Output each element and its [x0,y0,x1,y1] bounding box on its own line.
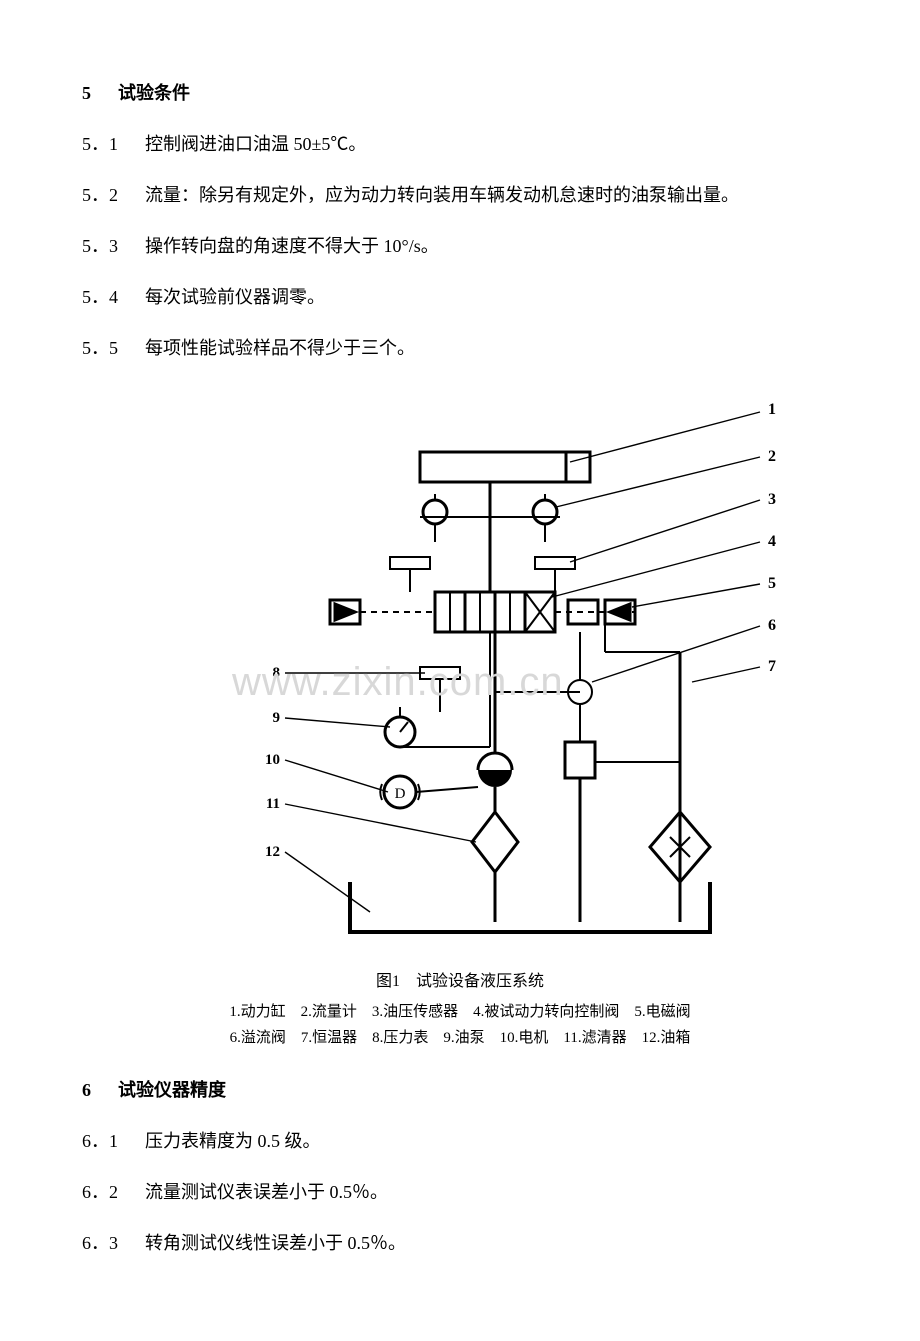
item-5-4-text: 每次试验前仪器调零。 [145,287,325,307]
label-6: 6 [768,617,776,634]
item-5-3-num: 5．3 [82,236,118,256]
label-12: 12 [265,844,280,860]
item-5-5: 5．5 每项性能试验样品不得少于三个。 [82,335,838,362]
section-6-title: 试验仪器精度 [118,1080,226,1100]
label-7: 7 [768,658,776,675]
item-6-2: 6．2 流量测试仪表误差小于 0.5％。 [82,1179,838,1206]
item-5-3-text: 操作转向盘的角速度不得大于 10°/s。 [145,236,439,256]
figure-legend: 1.动力缸 2.流量计 3.油压传感器 4.被试动力转向控制阀 5.电磁阀 6.… [82,1000,838,1051]
item-6-3: 6．3 转角测试仪线性误差小于 0.5％。 [82,1230,838,1257]
item-5-4-num: 5．4 [82,287,118,307]
label-5: 5 [768,575,776,592]
item-5-1-num: 5．1 [82,134,118,154]
label-3: 3 [768,491,776,508]
section-5-heading: 5 试验条件 [82,80,838,107]
section-5-num: 5 [82,83,91,103]
item-5-1: 5．1 控制阀进油口油温 50±5℃。 [82,131,838,158]
item-5-5-num: 5．5 [82,338,118,358]
label-10: 10 [265,752,280,768]
figure-legend-line2: 6.溢流阀 7.恒温器 8.压力表 9.油泵 10.电机 11.滤清器 12.油… [82,1026,838,1052]
section-6-num: 6 [82,1080,91,1100]
label-1: 1 [768,401,776,418]
label-11: 11 [266,796,280,812]
item-6-1-num: 6．1 [82,1131,118,1151]
item-6-3-num: 6．3 [82,1233,118,1253]
hydraulic-diagram-svg: D [240,392,800,952]
item-6-3-text: 转角测试仪线性误差小于 0.5％。 [145,1233,406,1253]
item-5-2-num: 5．2 [82,185,118,205]
figure-1: www.zixin.com.cn [82,392,838,1051]
item-5-4: 5．4 每次试验前仪器调零。 [82,284,838,311]
label-4: 4 [768,533,776,550]
item-5-1-text: 控制阀进油口油温 50±5℃。 [145,134,366,154]
item-5-3: 5．3 操作转向盘的角速度不得大于 10°/s。 [82,233,838,260]
figure-caption: 图1 试验设备液压系统 [82,970,838,994]
item-6-2-text: 流量测试仪表误差小于 0.5％。 [145,1182,388,1202]
item-5-5-text: 每项性能试验样品不得少于三个。 [145,338,415,358]
item-6-1-text: 压力表精度为 0.5 级。 [145,1131,321,1151]
figure-legend-line1: 1.动力缸 2.流量计 3.油压传感器 4.被试动力转向控制阀 5.电磁阀 [82,1000,838,1026]
item-5-2-text: 流量：除另有规定外，应为动力转向装用车辆发动机怠速时的油泵输出量。 [145,185,739,205]
section-5-title: 试验条件 [118,83,190,103]
item-6-1: 6．1 压力表精度为 0.5 级。 [82,1128,838,1155]
label-9: 9 [273,710,281,726]
label-2: 2 [768,448,776,465]
svg-text:D: D [395,786,406,802]
section-6-heading: 6 试验仪器精度 [82,1077,838,1104]
item-5-2: 5．2 流量：除另有规定外，应为动力转向装用车辆发动机怠速时的油泵输出量。 [82,182,838,209]
item-6-2-num: 6．2 [82,1182,118,1202]
label-8: 8 [273,665,281,681]
